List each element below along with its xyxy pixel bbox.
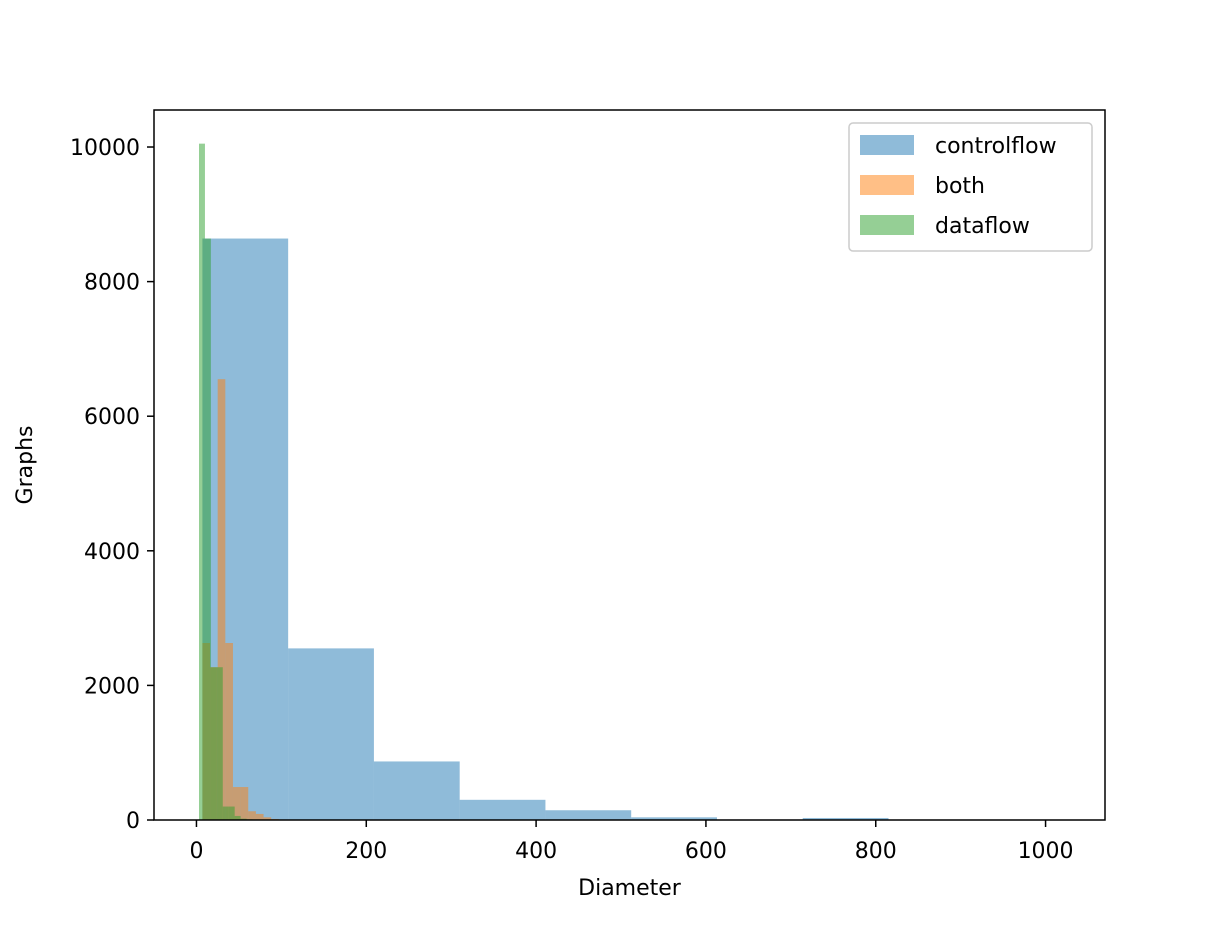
x-axis-label: Diameter (578, 876, 682, 901)
y-axis-label: Graphs (13, 426, 38, 505)
bar-controlflow-3 (460, 800, 546, 820)
legend-label-dataflow: dataflow (935, 214, 1030, 239)
bar-both-7 (256, 814, 264, 820)
bar-dataflow-4 (223, 807, 229, 820)
bar-both-5 (241, 787, 249, 820)
bar-controlflow-4 (545, 810, 631, 820)
y-tick-label-6000: 6000 (84, 405, 140, 430)
series-controlflow (202, 239, 1060, 820)
x-tick-label-1000: 1000 (1018, 839, 1074, 864)
bar-controlflow-1 (288, 648, 374, 820)
y-tick-label-8000: 8000 (84, 271, 140, 296)
y-tick-label-10000: 10000 (70, 136, 140, 161)
bar-dataflow-5 (229, 807, 235, 820)
x-tick-label-400: 400 (515, 839, 557, 864)
legend-swatch-dataflow (860, 215, 914, 235)
y-tick-label-4000: 4000 (84, 540, 140, 565)
x-tick-label-200: 200 (345, 839, 387, 864)
x-tick-label-0: 0 (189, 839, 203, 864)
x-tick-label-600: 600 (685, 839, 727, 864)
bar-dataflow-0 (199, 144, 205, 820)
y-tick-label-0: 0 (126, 809, 140, 834)
legend: controlflow both dataflow (849, 123, 1092, 251)
x-tick-label-800: 800 (855, 839, 897, 864)
bar-both-3 (225, 643, 233, 820)
legend-label-controlflow: controlflow (935, 134, 1057, 159)
y-tick-label-2000: 2000 (84, 674, 140, 699)
bar-dataflow-2 (211, 667, 217, 820)
legend-swatch-controlflow (860, 135, 914, 155)
bar-both-6 (248, 811, 256, 820)
y-axis-ticks: 0 2000 4000 6000 8000 10000 (70, 136, 154, 834)
legend-swatch-both (860, 175, 914, 195)
bar-dataflow-3 (217, 667, 223, 820)
x-axis-ticks: 0 200 400 600 800 1000 (189, 820, 1073, 864)
bar-controlflow-2 (374, 761, 460, 820)
legend-label-both: both (935, 174, 985, 199)
bar-dataflow-1 (205, 239, 211, 820)
